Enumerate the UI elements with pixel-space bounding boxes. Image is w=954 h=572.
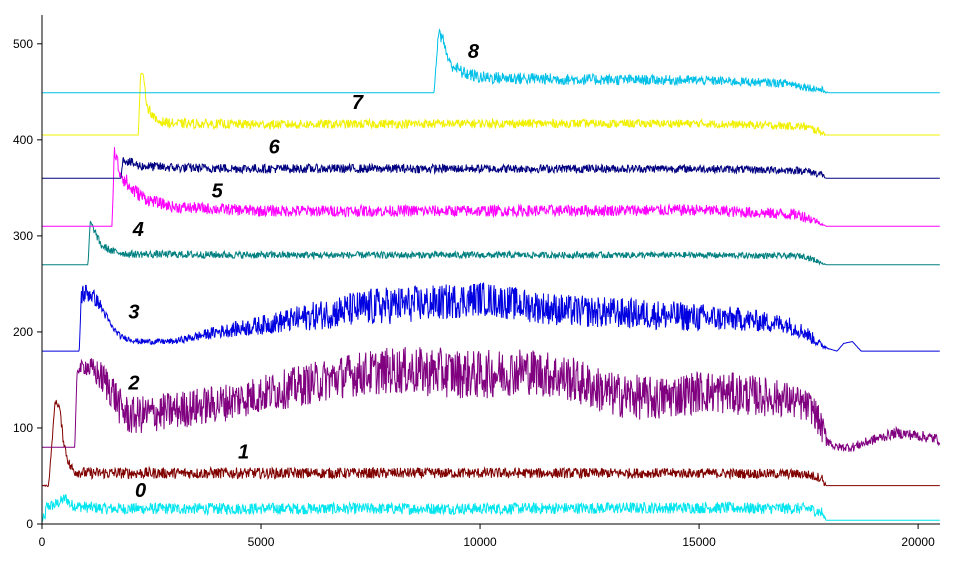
y-tick-label: 500	[13, 37, 33, 51]
x-tick-label: 20000	[901, 535, 935, 549]
series-2	[42, 346, 941, 452]
series-line-7	[42, 72, 940, 137]
series-label-1: 1	[238, 442, 249, 464]
series-label-2: 2	[127, 373, 139, 395]
series-line-6	[42, 156, 940, 179]
series-layer	[41, 28, 941, 522]
y-tick-label: 200	[13, 325, 33, 339]
series-6	[42, 156, 940, 179]
series-label-8: 8	[468, 41, 480, 63]
series-4	[42, 220, 940, 266]
series-0	[41, 494, 940, 522]
series-line-3	[42, 282, 940, 352]
x-tick-label: 5000	[248, 535, 275, 549]
series-1	[41, 399, 940, 488]
series-line-5	[42, 147, 940, 227]
series-labels: 0 1 2 3 4 5 6 7 8	[127, 41, 479, 502]
series-label-5: 5	[212, 180, 224, 202]
series-line-4	[42, 220, 940, 266]
series-3	[42, 282, 940, 352]
series-label-0: 0	[135, 480, 146, 502]
x-tick-label: 10000	[463, 535, 497, 549]
series-line-1	[41, 399, 940, 488]
series-7	[42, 72, 940, 137]
series-8	[42, 28, 940, 94]
series-label-4: 4	[132, 219, 144, 241]
y-tick-label: 0	[26, 517, 33, 531]
x-tick-label: 15000	[682, 535, 716, 549]
y-tick-label: 300	[13, 229, 33, 243]
series-line-2	[42, 346, 941, 452]
series-line-8	[42, 28, 940, 94]
series-line-0	[41, 494, 940, 522]
y-tick-label: 100	[13, 421, 33, 435]
series-label-7: 7	[352, 92, 364, 114]
y-tick-label: 400	[13, 133, 33, 147]
series-5	[42, 147, 940, 227]
series-label-6: 6	[269, 136, 281, 158]
series-label-3: 3	[128, 301, 139, 323]
x-tick-label: 0	[39, 535, 46, 549]
